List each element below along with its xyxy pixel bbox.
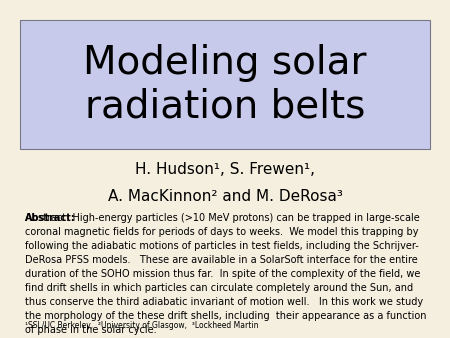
Text: Abstract: High-energy particles (>10 MeV protons) can be trapped in large-scale
: Abstract: High-energy particles (>10 MeV…	[25, 213, 426, 335]
Text: ¹SSL/UC Berkeley,  ²University of Glasgow,  ³Lockheed Martin: ¹SSL/UC Berkeley, ²University of Glasgow…	[25, 320, 258, 330]
Text: A. MacKinnon² and M. DeRosa³: A. MacKinnon² and M. DeRosa³	[108, 189, 342, 204]
Text: Modeling solar
radiation belts: Modeling solar radiation belts	[83, 44, 367, 125]
Text: Abstract:: Abstract:	[25, 213, 76, 223]
Text: H. Hudson¹, S. Frewen¹,: H. Hudson¹, S. Frewen¹,	[135, 162, 315, 177]
FancyBboxPatch shape	[20, 20, 430, 149]
